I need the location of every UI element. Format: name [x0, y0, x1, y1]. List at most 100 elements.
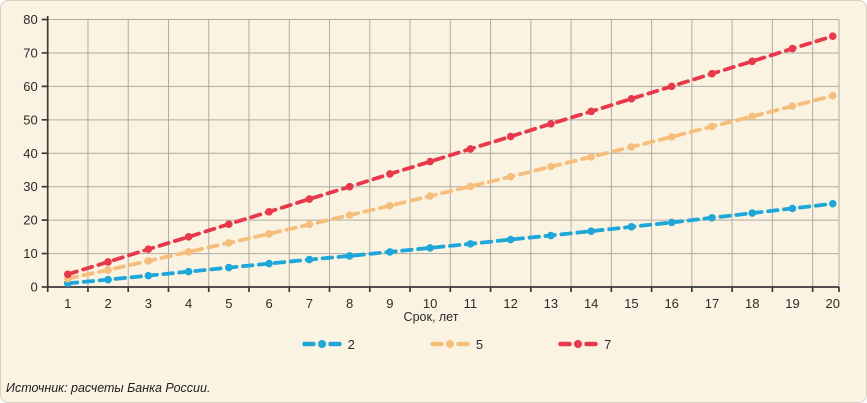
data-point: [426, 192, 434, 200]
data-point: [386, 248, 394, 256]
x-tick-label: 3: [145, 296, 152, 311]
data-point: [708, 213, 716, 222]
axes: [41, 16, 840, 292]
y-tick-label: 10: [23, 246, 37, 261]
data-point: [748, 112, 757, 121]
data-point: [667, 133, 676, 141]
x-tick-label: 16: [664, 296, 678, 311]
data-point: [788, 44, 797, 53]
data-point: [144, 245, 153, 254]
x-tick-label: 14: [584, 296, 598, 311]
x-tick-label: 8: [346, 296, 353, 311]
series-5: [64, 91, 837, 283]
data-point: [305, 195, 314, 203]
data-point: [104, 258, 112, 266]
x-tick-label: 15: [624, 296, 638, 311]
chart-legend: 2 5 7: [47, 334, 866, 354]
x-tick-label: 9: [386, 296, 393, 311]
legend-label: 2: [347, 336, 355, 352]
x-tick-label: 19: [785, 296, 799, 311]
data-point: [708, 69, 716, 78]
data-point: [184, 248, 193, 256]
y-tick-label: 80: [23, 12, 37, 27]
data-point: [426, 244, 434, 252]
data-point: [748, 209, 757, 217]
y-tick-label: 70: [23, 45, 37, 60]
x-tick-label: 5: [225, 296, 232, 311]
data-point: [466, 182, 475, 191]
data-point: [345, 182, 354, 191]
x-tick-label: 7: [306, 296, 313, 311]
y-tick-label: 30: [23, 179, 37, 194]
legend-label: 5: [475, 336, 484, 352]
data-point: [386, 170, 394, 178]
data-point: [305, 255, 314, 264]
data-point: [506, 172, 515, 181]
legend-item-7[interactable]: 7: [558, 338, 611, 351]
x-tick-label: 13: [544, 296, 558, 311]
series-line-2: [65, 201, 835, 286]
legend-item-2[interactable]: 2: [301, 336, 355, 352]
data-point: [265, 259, 273, 268]
legend-item-5[interactable]: 5: [430, 338, 483, 351]
y-tick-label: 50: [23, 112, 37, 127]
y-tick-label: 0: [30, 280, 37, 295]
data-point: [828, 32, 837, 41]
data-point: [265, 230, 273, 238]
gridlines: [47, 19, 840, 287]
data-point: [104, 266, 112, 274]
data-point: [587, 107, 595, 116]
series-7: [64, 32, 837, 279]
data-point: [627, 94, 636, 103]
series-2: [64, 199, 837, 288]
data-point: [184, 267, 193, 276]
data-point: [506, 132, 515, 141]
data-point: [144, 271, 153, 280]
data-point: [466, 240, 475, 248]
y-tick-label: 40: [23, 146, 37, 161]
data-point: [144, 257, 153, 265]
data-point: [828, 199, 837, 208]
x-tick-label: 10: [423, 296, 437, 311]
series-line-5: [65, 93, 835, 281]
data-point: [426, 157, 434, 166]
y-tick-label: 60: [23, 79, 37, 94]
x-tick-label: 12: [503, 296, 517, 311]
source-note: Источник: расчеты Банка России.: [6, 381, 211, 395]
data-point: [828, 91, 837, 100]
data-point: [225, 263, 233, 272]
data-point: [265, 207, 273, 216]
x-tick-label: 20: [826, 296, 840, 311]
data-point: [547, 120, 555, 128]
data-point: [225, 239, 233, 247]
legend-marker-icon: [558, 340, 598, 348]
legend-marker-icon: [430, 340, 470, 348]
data-point: [386, 201, 394, 210]
y-tick-label: 20: [23, 213, 37, 228]
data-point: [547, 231, 555, 240]
data-point: [667, 82, 676, 91]
x-tick-label: 17: [705, 296, 719, 311]
data-point: [788, 204, 797, 213]
data-point: [305, 220, 314, 229]
x-tick-label: 11: [464, 296, 478, 311]
x-axis-title: Срок, лет: [404, 310, 459, 324]
data-point: [466, 145, 475, 153]
data-point: [547, 162, 555, 171]
data-point: [627, 143, 636, 151]
legend-label: 7: [604, 336, 612, 352]
data-point: [345, 211, 354, 219]
data-point: [708, 122, 716, 131]
x-tick-label: 6: [265, 296, 272, 311]
x-tick-label: 1: [64, 296, 71, 311]
data-point: [345, 252, 354, 260]
legend-marker-icon: [301, 340, 342, 348]
series-line-7: [65, 34, 835, 277]
data-point: [627, 223, 636, 231]
data-point: [667, 218, 676, 227]
x-tick-label: 18: [745, 296, 759, 311]
data-point: [64, 270, 72, 279]
